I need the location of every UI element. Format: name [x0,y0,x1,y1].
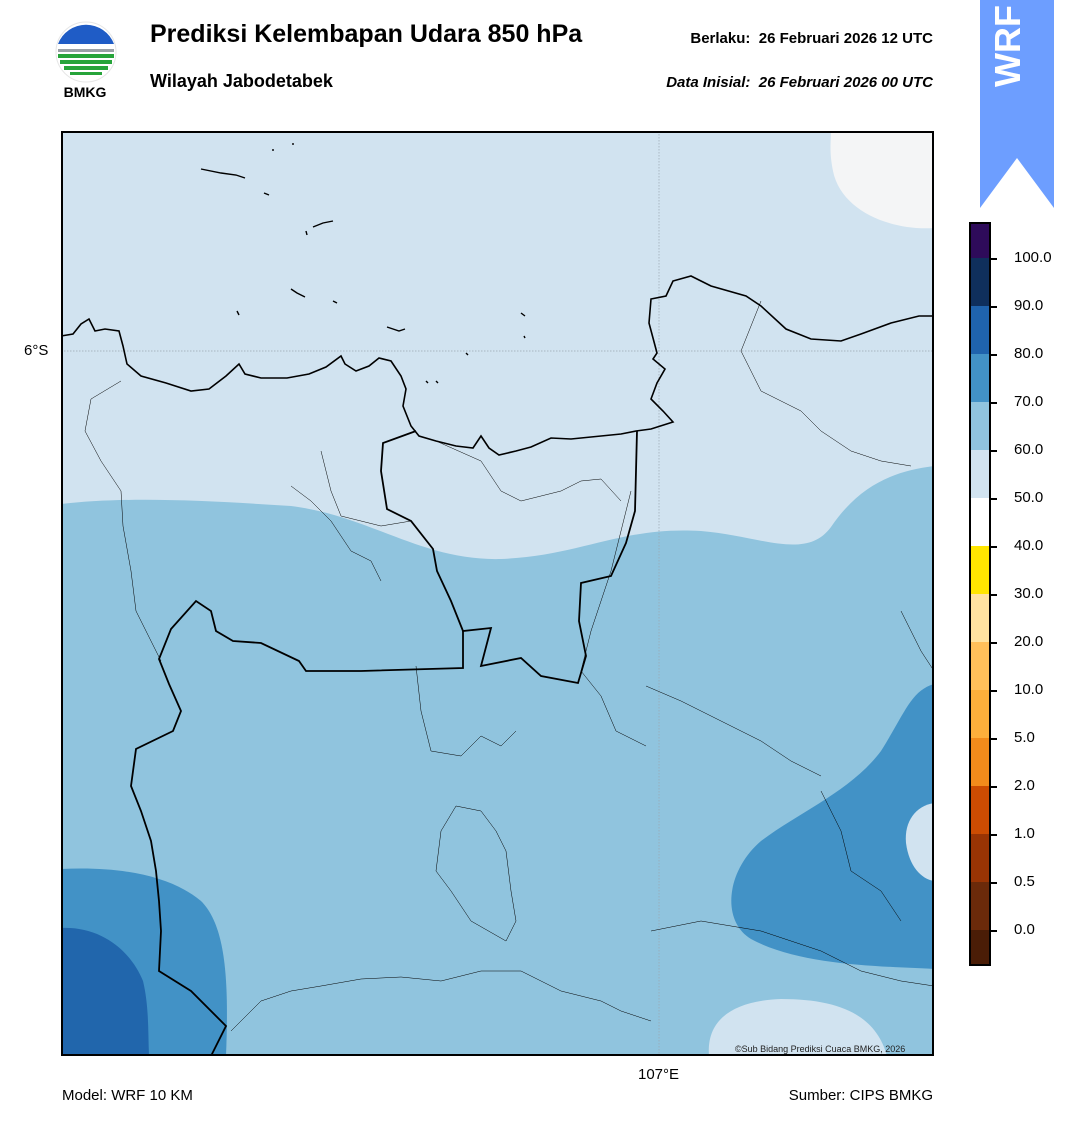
colorbar-tick [991,930,997,932]
map-subtitle: Wilayah Jabodetabek [150,71,333,91]
lon-label: 107°E [638,1066,680,1083]
colorbar-segment [969,834,991,882]
colorbar-tick [991,642,997,644]
colorbar-tick-label: 20.0 [1014,633,1044,650]
colorbar-segment [969,222,991,258]
colorbar-tick [991,450,997,452]
init-value: 26 Februari 2026 00 UTC [758,74,933,91]
colorbar-tick-label: 80.0 [1014,345,1044,362]
colorbar-tick-label: 1.0 [1014,825,1035,842]
islands [200,143,526,384]
colorbar-segment [969,738,991,786]
colorbar-segment [969,546,991,594]
humidity-band-50-60 [61,131,934,560]
colorbar-tick-label: 100.0 [1014,249,1052,266]
colorbar-tick-label: 90.0 [1014,297,1044,314]
colorbar [969,222,991,966]
colorbar-segment [969,690,991,738]
colorbar-tick [991,258,997,260]
colorbar-tick [991,882,997,884]
colorbar-segment [969,882,991,930]
valid-time: Berlaku: 26 Februari 2026 12 UTC [690,30,933,47]
colorbar-tick-label: 0.5 [1014,873,1035,890]
logo-text: BMKG [63,84,107,100]
colorbar-tick-label: 70.0 [1014,393,1044,410]
colorbar-frame [969,222,991,966]
lat-label: 6°S [24,342,49,359]
colorbar-tick-label: 5.0 [1014,729,1035,746]
valid-label: Berlaku: [690,30,751,47]
copyright-text: ©Sub Bidang Prediksi Cuaca BMKG, 2026 [735,1044,906,1054]
colorbar-tick [991,690,997,692]
model-label: Model: WRF 10 KM [62,1087,193,1104]
colorbar-segment [969,258,991,306]
colorbar-tick [991,594,997,596]
wrf-badge: WRF [980,0,1054,208]
colorbar-segment [969,786,991,834]
colorbar-segment [969,930,991,966]
valid-value: 26 Februari 2026 12 UTC [758,30,933,47]
colorbar-segment [969,306,991,354]
humidity-pocket-east [905,803,934,881]
wrf-badge-text: WRF [987,5,1028,87]
colorbar-segment [969,354,991,402]
colorbar-segment [969,402,991,450]
bmkg-logo [54,20,118,100]
colorbar-tick-label: 0.0 [1014,921,1035,938]
colorbar-tick [991,354,997,356]
colorbar-tick [991,306,997,308]
colorbar-tick [991,834,997,836]
humidity-band-40-50 [830,131,934,229]
coastline [61,275,934,456]
init-time: Data Inisial: 26 Februari 2026 00 UTC [666,74,933,91]
colorbar-segment [969,498,991,546]
humidity-pocket-south [708,999,887,1056]
province-border-west [130,599,464,1056]
colorbar-tick-label: 60.0 [1014,441,1044,458]
colorbar-segment [969,450,991,498]
colorbar-tick-label: 50.0 [1014,489,1044,506]
colorbar-tick-label: 10.0 [1014,681,1044,698]
colorbar-tick [991,546,997,548]
colorbar-tick-label: 2.0 [1014,777,1035,794]
init-label: Data Inisial: [666,74,751,91]
humidity-band-80-90-west [61,927,149,1056]
humidity-map [61,131,934,1056]
colorbar-tick [991,738,997,740]
colorbar-tick [991,402,997,404]
source-label: Sumber: CIPS BMKG [788,1087,933,1104]
colorbar-segment [969,642,991,690]
humidity-band-70-80-east [731,684,934,969]
map-frame [61,131,934,1056]
regency-borders [84,300,934,1032]
colorbar-segment [969,594,991,642]
colorbar-tick [991,498,997,500]
map-title: Prediksi Kelembapan Udara 850 hPa [150,20,583,48]
province-border [380,430,638,685]
colorbar-tick-label: 30.0 [1014,585,1044,602]
colorbar-tick-label: 40.0 [1014,537,1044,554]
colorbar-tick [991,786,997,788]
